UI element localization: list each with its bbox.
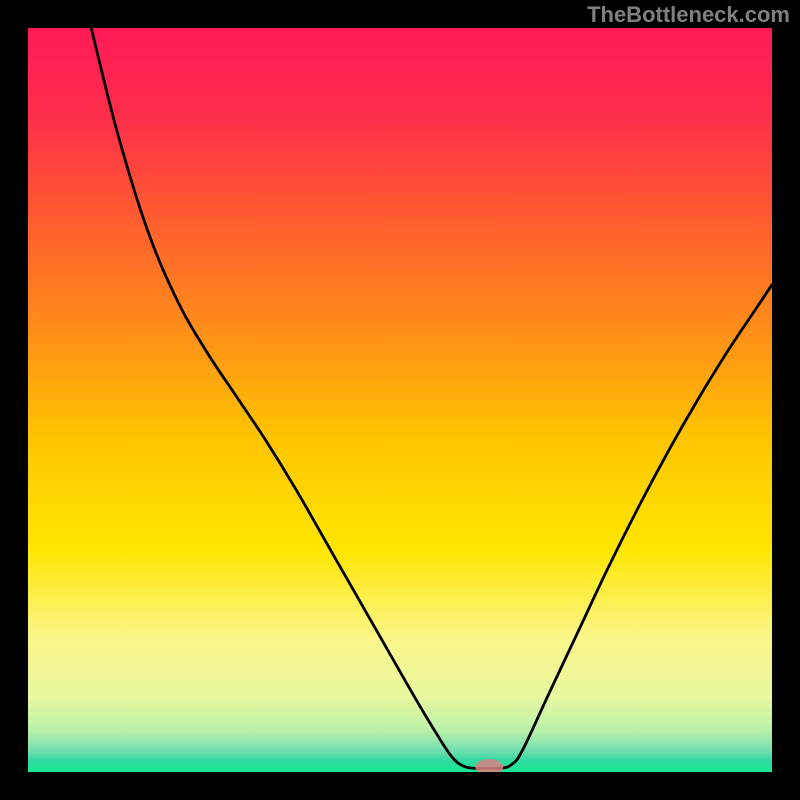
chart-background <box>28 28 772 772</box>
plot-area <box>28 28 772 772</box>
watermark-text: TheBottleneck.com <box>587 2 790 28</box>
chart-container: { "watermark": "TheBottleneck.com", "cha… <box>0 0 800 800</box>
chart-svg <box>28 28 772 772</box>
